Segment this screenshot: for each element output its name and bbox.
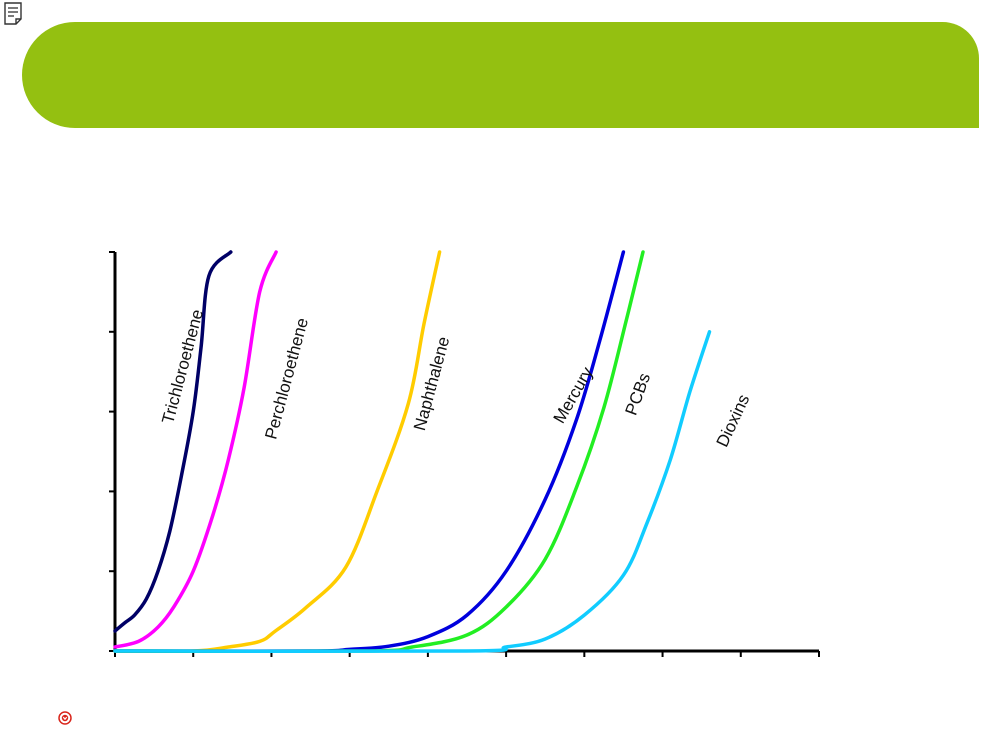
note-icon[interactable] [3,2,23,26]
series-line-trichloroethene [113,250,233,633]
series-label-naphthalene: Naphthalene [410,335,453,433]
title-banner [22,22,979,128]
series-line-naphthalene [113,250,442,654]
series-label-perchloroethene: Perchloroethene [261,316,312,441]
series-labels: Trichloroethene Perchloroethene Naphthalen… [158,307,753,450]
chart-axes [109,251,820,657]
series-label-mercury: Mercury [550,363,597,426]
series-label-pcbs: PCBs [621,370,654,417]
nav-circle-icon[interactable] [58,711,72,725]
series-label-dioxins: Dioxins [713,391,754,450]
series-line-dioxins [113,330,712,654]
series-layer [113,250,712,654]
series-line-perchloroethene [113,250,278,649]
